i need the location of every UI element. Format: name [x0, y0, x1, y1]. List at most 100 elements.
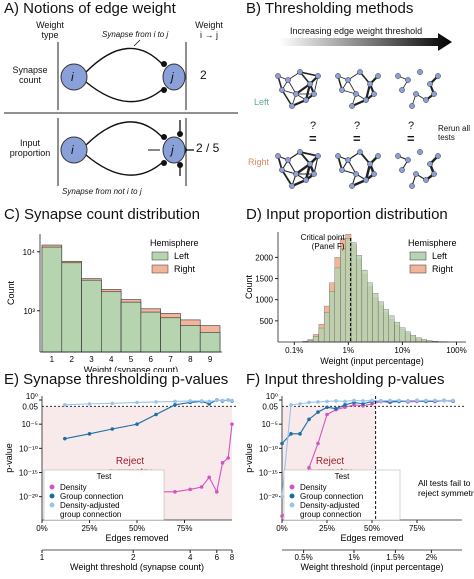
- series-point-0-9: [220, 461, 225, 465]
- series-point-2-5: [173, 399, 177, 404]
- bar-left-5: [120, 301, 142, 353]
- bar-left-10: [356, 255, 362, 343]
- series-point-2-3: [135, 400, 139, 405]
- series-point-1-9: [361, 402, 365, 406]
- series-point-2-2: [298, 402, 302, 406]
- legend-label-right: Right: [432, 264, 454, 274]
- fail-label: All tests fail to: [418, 478, 471, 488]
- series-point-2-6: [334, 399, 338, 403]
- y-axis-label: Count: [6, 281, 16, 306]
- panel-b-title: B) Thresholding methods: [246, 0, 414, 17]
- panel-e-title: E) Synapse thresholding p-values: [4, 371, 229, 388]
- right-network-edge: [295, 162, 311, 176]
- panel-b-diagram: [275, 33, 452, 189]
- left-network-node: [297, 69, 303, 75]
- series-point-2-1: [289, 403, 293, 407]
- legend-box: [283, 469, 401, 521]
- series-point-1-1: [289, 432, 293, 436]
- bar-left-6: [334, 267, 341, 343]
- x-tick-2: 2: [69, 355, 74, 364]
- right-network-node: [335, 153, 341, 159]
- y-tick-label-2: 1500: [255, 275, 273, 284]
- right-network-node: [353, 171, 359, 177]
- left-network-node: [307, 81, 313, 87]
- right-network-node: [427, 161, 433, 167]
- x-tick-6: 6: [149, 355, 154, 364]
- other-input-dot-3: [177, 162, 183, 168]
- bar-left-8: [180, 325, 201, 353]
- right-network-node: [315, 153, 321, 159]
- left-network-node: [315, 73, 321, 79]
- left-network-node: [405, 77, 411, 83]
- bar-left-15: [383, 309, 389, 343]
- panel-c-title: C) Synapse count distribution: [4, 206, 200, 223]
- y-tick-label-2: 10⁻¹⁰: [259, 444, 278, 453]
- other-input-dot-1: [177, 131, 183, 137]
- left-network-node: [371, 91, 377, 97]
- series-point-2-1: [87, 402, 92, 406]
- x-tick-9: 9: [208, 355, 213, 364]
- series-point-2-4: [154, 400, 158, 404]
- bar-left-3: [318, 327, 325, 343]
- series-point-0-7: [207, 475, 211, 480]
- right-network-node: [285, 157, 291, 163]
- critical-point-label: Critical point: [301, 233, 346, 242]
- series-point-2-7: [199, 399, 204, 403]
- weight-type-header: Weight: [36, 20, 64, 30]
- left-network-node: [431, 91, 437, 97]
- bar-left-7: [340, 248, 346, 343]
- node-j-label-1: j: [171, 70, 174, 84]
- x2-tick-label-0: 0.5%: [294, 553, 312, 562]
- legend-label-left: Left: [174, 251, 190, 261]
- right-network-node: [413, 171, 419, 177]
- sig-label: 0.05: [22, 402, 38, 411]
- equals-2: =: [353, 131, 361, 146]
- legend-swatch-right: [409, 264, 427, 274]
- left-network-node: [311, 91, 317, 97]
- series-point-2-7: [343, 399, 347, 404]
- series-point-1-6: [334, 406, 338, 411]
- right-network-node: [417, 149, 423, 155]
- series-point-1-5: [173, 403, 177, 407]
- fail-label-2: reject symmetry: [418, 488, 474, 498]
- left-network-node: [353, 91, 359, 97]
- right-network-node: [339, 167, 345, 173]
- legend-marker-0: [49, 484, 55, 490]
- x2-tick-label-3: 6: [215, 553, 220, 562]
- right-network-node: [375, 153, 381, 159]
- bar-left-4: [323, 312, 330, 343]
- right-network-node: [405, 157, 411, 163]
- series-point-0-8: [215, 490, 219, 494]
- x-tick-5: 5: [129, 355, 134, 364]
- rerun-label-1: Rerun all: [438, 124, 471, 133]
- legend-title: Test: [335, 472, 350, 481]
- series-point-2-9: [361, 399, 365, 403]
- right-network-node: [303, 177, 309, 183]
- bar-left-18: [399, 327, 406, 343]
- question-3: ?: [408, 120, 415, 132]
- series-point-2-10: [370, 398, 374, 403]
- x-tick-label-1: 1%: [343, 346, 355, 355]
- input-dot-1: [161, 134, 167, 140]
- row2-note: Synapse from not i to j: [62, 187, 142, 196]
- legend-box: [43, 469, 165, 521]
- x2-tick-label-1: 1%: [348, 553, 360, 562]
- series-point-0-10: [226, 456, 230, 460]
- x-tick-label-0: 0.1%: [285, 346, 303, 355]
- reject-label: Reject: [116, 456, 145, 467]
- series-point-2-12: [388, 398, 392, 403]
- bar-left-16: [388, 315, 395, 343]
- node-i-row1: [60, 63, 88, 91]
- panel-f-chart: 0.05 10⁻⁵ 10⁻¹⁰ 10⁻¹⁵ 10⁻²⁰ 10⁰ 0% 25% 50% 75% Edg…: [244, 392, 474, 572]
- series-point-2-11: [226, 398, 230, 402]
- panel-c-chart: 1 2 3 4 5 6 7 8 9 10⁴ 10³ Weight (synapse count) Cou…: [6, 234, 222, 372]
- x-tick-1: 1: [50, 355, 55, 364]
- left-network-node: [409, 103, 415, 109]
- y-axis-label: Count: [244, 275, 254, 300]
- weight-header: Weight: [195, 20, 223, 30]
- row1-label-line1: Synapse: [12, 65, 48, 75]
- right-network-node: [345, 157, 351, 163]
- series-point-2-9: [215, 398, 219, 403]
- sig-label: 0.05: [262, 402, 278, 411]
- legend-marker-2: [289, 502, 295, 508]
